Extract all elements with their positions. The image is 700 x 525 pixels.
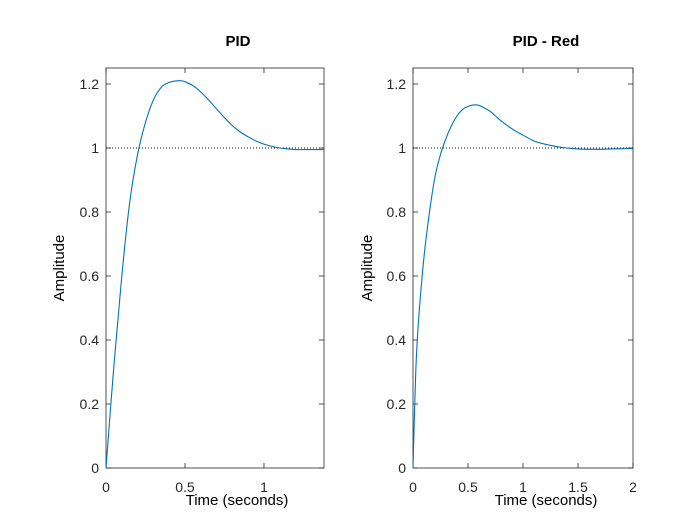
y-tick-label: 0.6	[387, 268, 407, 284]
x-tick-label: 2	[629, 479, 637, 495]
subplot-pid: PID Time (seconds) Amplitude 0 0.5 1 0 0.2 0.…	[51, 33, 325, 509]
x-axis-label-pid-red: Time (seconds)	[495, 492, 598, 509]
x-tick-label: 0	[102, 479, 110, 495]
response-line-pid	[105, 80, 324, 469]
plot-area-pid	[105, 67, 325, 469]
chart-title-pid: PID	[225, 33, 250, 50]
x-tick-label: 1	[260, 479, 268, 495]
chart-title-pid-red: PID - Red	[513, 33, 580, 50]
x-axis-label-pid: Time (seconds)	[186, 492, 289, 509]
plot-area-pid-red	[412, 67, 634, 469]
y-tick-label: 0.2	[387, 396, 407, 412]
y-tick-label: 0.8	[80, 204, 100, 220]
x-tick-label: 1.5	[568, 479, 588, 495]
y-tick-label: 0.8	[387, 204, 407, 220]
x-tick-label: 0.5	[175, 479, 195, 495]
response-line-pid-red	[412, 104, 634, 469]
y-tick-label: 0.6	[80, 268, 100, 284]
y-tick-label: 0	[91, 460, 99, 476]
x-tick-label: 0.5	[458, 479, 478, 495]
ticks-pid: 0 0.5 1 0 0.2 0.4 0.6 0.8 1 1.2	[80, 68, 324, 495]
y-tick-label: 0.4	[387, 332, 407, 348]
x-tick-label: 1	[519, 479, 527, 495]
y-tick-label: 1	[398, 140, 406, 156]
y-axis-label-pid: Amplitude	[51, 235, 68, 302]
x-tick-label: 0	[409, 479, 417, 495]
y-tick-label: 0.4	[80, 332, 100, 348]
y-tick-label: 1.2	[387, 76, 407, 92]
subplot-pid-red: PID - Red Time (seconds) Amplitude 0 0.5 1…	[359, 33, 637, 509]
y-tick-label: 0	[398, 460, 406, 476]
y-axis-label-pid-red: Amplitude	[359, 235, 376, 302]
y-tick-label: 1	[91, 140, 99, 156]
ticks-pid-red: 0 0.5 1 1.5 2 0 0.2 0.4 0.6 0.8 1 1.2	[387, 68, 637, 495]
y-tick-label: 0.2	[80, 396, 100, 412]
y-tick-label: 1.2	[80, 76, 100, 92]
